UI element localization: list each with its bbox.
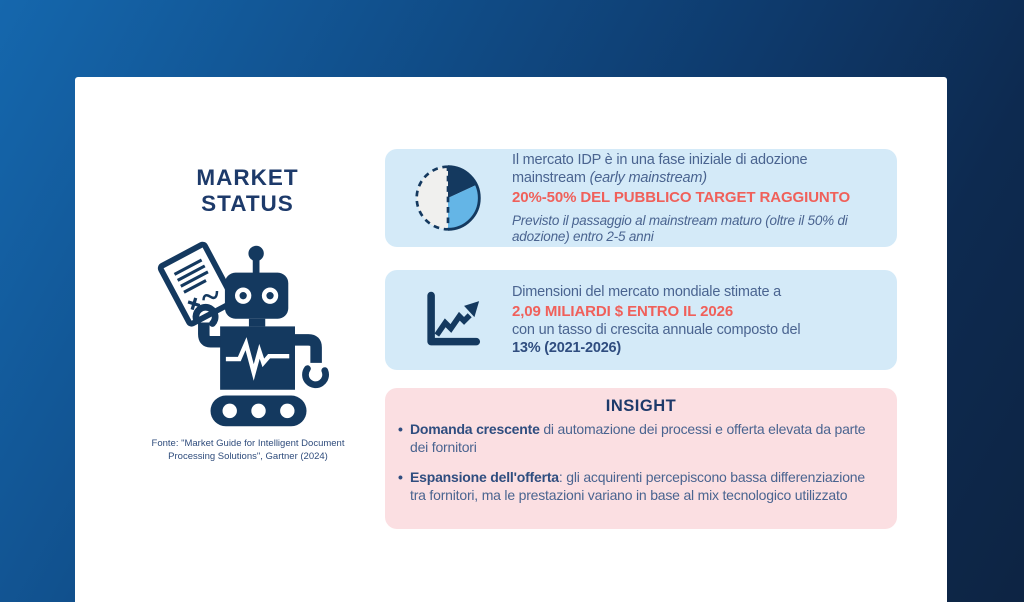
insight-bullet-offer: • Espansione dell'offerta: gli acquirent… <box>398 469 865 503</box>
market-size-line2: con un tasso di crescita annuale compost… <box>512 322 801 338</box>
market-size-cagr: 13% (2021-2026) <box>512 340 622 356</box>
robot-with-document-icon <box>147 240 347 432</box>
page-title: MARKET STATUS <box>135 165 360 217</box>
source-citation: Fonte: "Market Guide for Intelligent Doc… <box>151 438 345 462</box>
adoption-text: Il mercato IDP è in una fase iniziale di… <box>512 151 808 186</box>
page-title-line2: STATUS <box>201 191 294 216</box>
insight-title: INSIGHT <box>605 397 677 415</box>
slide-card: MARKET STATUS <box>75 77 947 602</box>
insight-card: INSIGHT • Domanda crescente di automazio… <box>385 388 897 529</box>
adoption-text-em: (early mainstream) <box>589 169 707 186</box>
market-size-line1: Dimensioni del mercato mondiale stimate … <box>512 284 782 300</box>
bullet-dot-icon: • <box>398 421 403 437</box>
adoption-highlight: 20%-50% DEL PUBBLICO TARGET RAGGIUNTO <box>512 188 851 206</box>
pie-chart-icon <box>411 149 485 247</box>
insight-bullet-demand: • Domanda crescente di automazione dei p… <box>398 421 866 455</box>
market-phase-card: Il mercato IDP è in una fase iniziale di… <box>385 149 897 247</box>
bullet-dot-icon: • <box>398 469 403 485</box>
market-size-highlight: 2,09 MILIARDI $ ENTRO IL 2026 <box>512 303 734 320</box>
market-size-card: Dimensioni del mercato mondiale stimate … <box>385 270 897 370</box>
adoption-note: Previsto il passaggio al mainstream matu… <box>512 212 848 245</box>
line-chart-icon <box>417 270 481 370</box>
insight-list: • Domanda crescente di automazione dei p… <box>385 421 897 504</box>
page-title-line1: MARKET <box>196 165 299 190</box>
